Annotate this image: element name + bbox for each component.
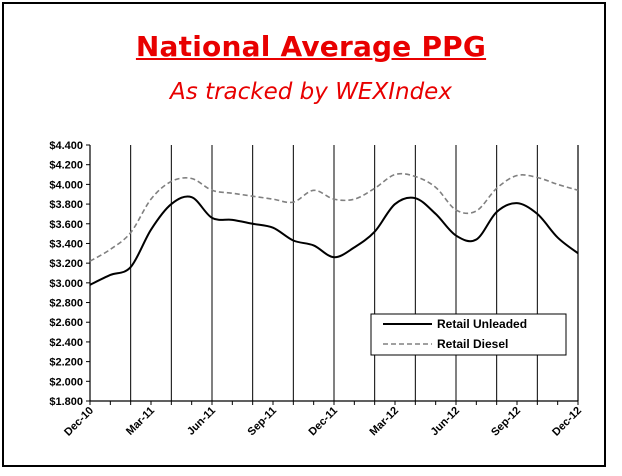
x-tick-label: Sep-11: [246, 405, 280, 439]
x-tick-label: Mar-12: [368, 405, 402, 439]
y-tick-label: $3.800: [49, 199, 83, 211]
y-tick-label: $3.600: [49, 219, 83, 231]
y-tick-label: $2.800: [49, 298, 83, 310]
series-line-retail-diesel: [89, 172, 579, 262]
y-tick-label: $3.000: [49, 278, 83, 290]
legend: Retail Unleaded Retail Diesel: [370, 313, 567, 356]
y-tick-label: $4.400: [49, 140, 83, 152]
x-tick-label: Sep-12: [489, 405, 523, 439]
legend-label-diesel: Retail Diesel: [437, 337, 508, 351]
x-tick-label: Dec-11: [307, 405, 341, 439]
y-tick-label: $2.200: [49, 357, 83, 369]
y-tick-label: $2.600: [49, 317, 83, 329]
y-tick-label: $3.200: [49, 258, 83, 270]
x-tick-label: Dec-10: [62, 405, 96, 439]
chart-title: National Average PPG: [135, 30, 487, 63]
chart-frame: [2, 2, 606, 467]
y-tick-label: $1.800: [49, 396, 83, 408]
legend-label-unleaded: Retail Unleaded: [437, 317, 527, 331]
y-tick-label: $2.400: [49, 337, 83, 349]
x-axis-ticks: Dec-10 Mar-11 Jun-11 Sep-11 Dec-11 Mar-12 Jun-…: [62, 401, 584, 439]
chart-subtitle: As tracked by WEXIndex: [170, 79, 452, 105]
x-tick-label: Jun-12: [429, 405, 463, 439]
y-tick-label: $2.000: [49, 376, 83, 388]
y-tick-label: $3.400: [49, 238, 83, 250]
x-tick-label: Dec-12: [550, 405, 584, 439]
vertical-gridlines: [130, 145, 538, 401]
series-layer: [89, 172, 579, 286]
x-tick-label: Jun-11: [185, 405, 218, 438]
legend-box: [370, 313, 567, 356]
x-tick-label: Mar-11: [124, 405, 157, 438]
y-tick-label: $4.000: [49, 179, 83, 191]
series-line-retail-unleaded: [89, 195, 579, 286]
y-tick-label: $4.200: [49, 160, 83, 172]
y-axis-ticks: $1.800 $2.000 $2.200 $2.400 $2.600 $2.800 $3.0…: [49, 140, 90, 408]
